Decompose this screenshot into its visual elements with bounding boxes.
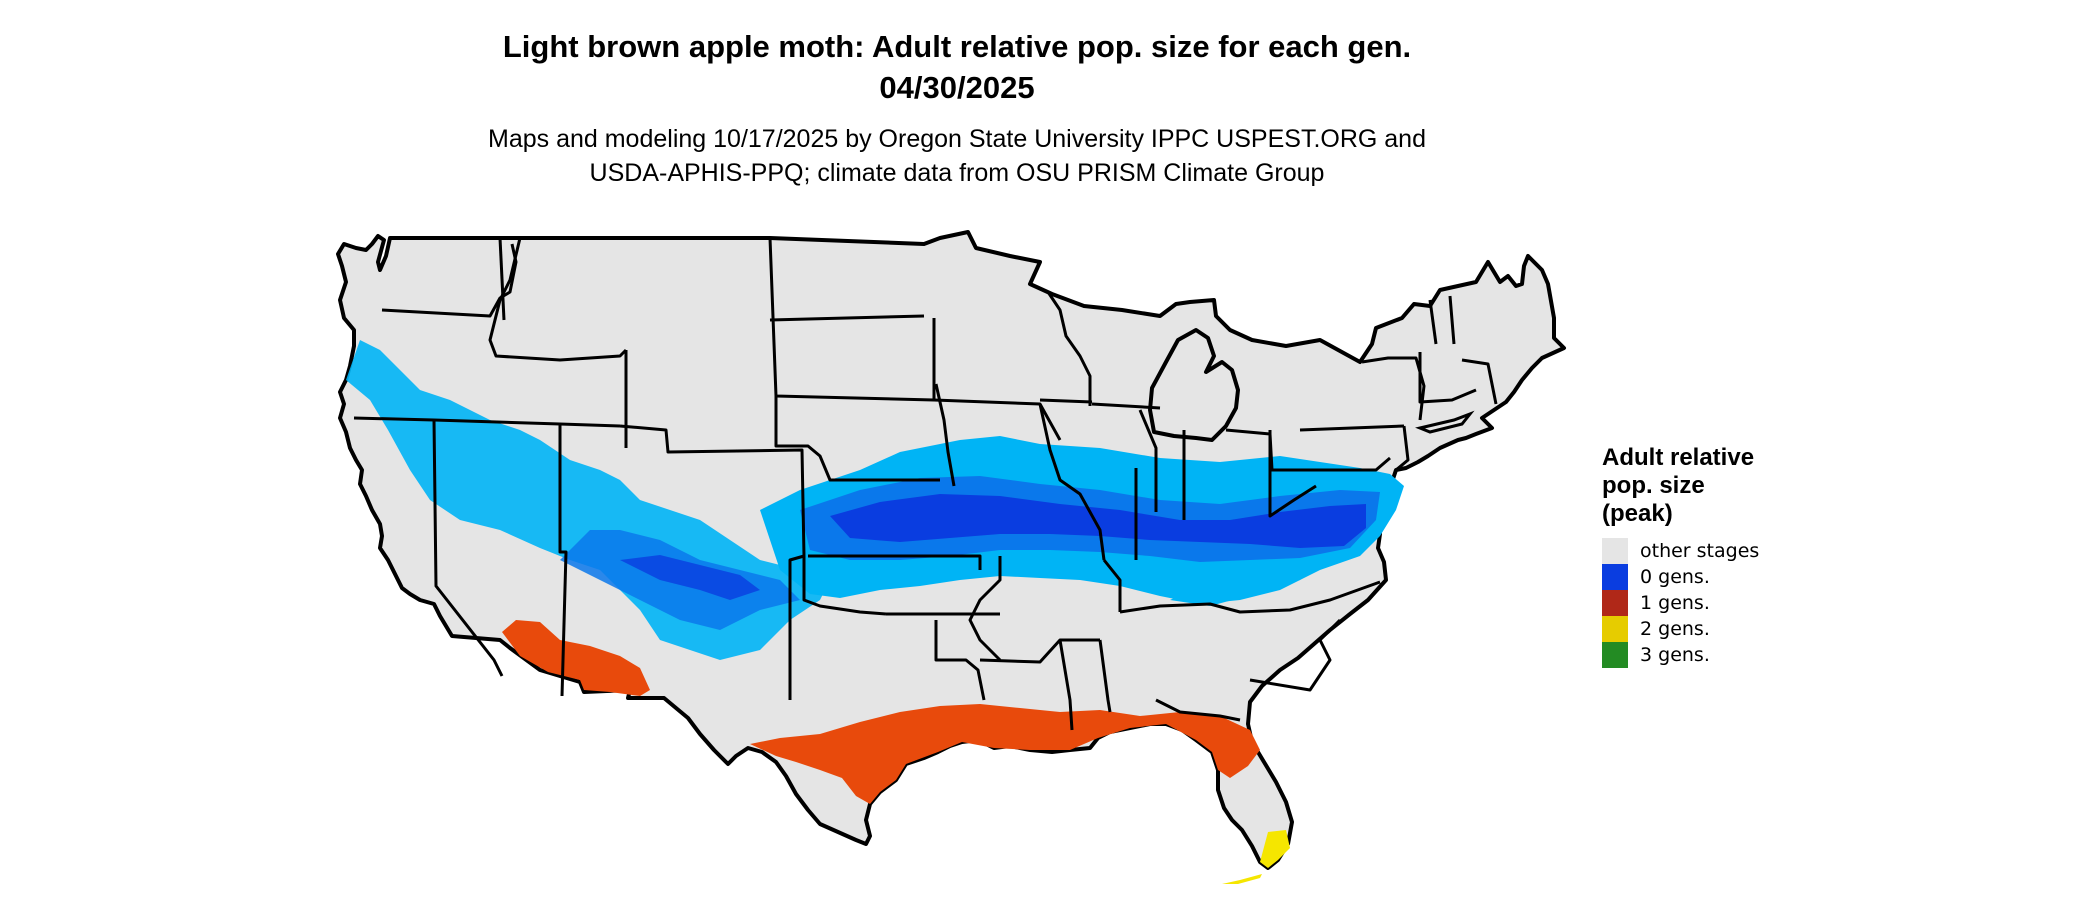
west-dark-blue xyxy=(620,555,760,600)
southwest-red xyxy=(502,620,650,696)
map-title-date: 04/30/2025 xyxy=(879,70,1035,105)
state-borders xyxy=(353,237,1498,731)
legend-label: 0 gens. xyxy=(1640,566,1710,588)
legend-swatch-3-gens xyxy=(1602,642,1628,668)
legend-title: Adult relative pop. size (peak) xyxy=(1602,444,1755,527)
map-title-line-1: Light brown apple moth: Adult relative p… xyxy=(502,29,1412,64)
florida-keys-yellow xyxy=(1222,874,1262,884)
east-blue-spur xyxy=(1170,562,1320,606)
map-subtitle: Maps and modeling 10/17/2025 by Oregon S… xyxy=(0,122,1914,190)
map-subtitle-line-2: USDA-APHIS-PPQ; climate data from OSU PR… xyxy=(589,159,1325,187)
legend-item: 0 gens. xyxy=(1602,564,1822,590)
florida-tip-yellow xyxy=(1260,830,1290,868)
central-dark-blue xyxy=(830,494,1366,548)
long-island xyxy=(1415,410,1475,434)
legend-label: 3 gens. xyxy=(1640,644,1710,666)
legend-item: 1 gens. xyxy=(1602,590,1822,616)
legend-swatch-1-gens xyxy=(1602,590,1628,616)
legend: Adult relative pop. size (peak) other st… xyxy=(1602,444,1822,668)
legend-swatch-2-gens xyxy=(1602,616,1628,642)
legend-swatch-0-gens xyxy=(1602,564,1628,590)
legend-item: 2 gens. xyxy=(1602,616,1822,642)
michigan-peninsula xyxy=(1148,328,1240,442)
map-title: Light brown apple moth: Adult relative p… xyxy=(0,26,1914,108)
map-subtitle-line-1: Maps and modeling 10/17/2025 by Oregon S… xyxy=(488,125,1426,153)
legend-label: other stages xyxy=(1640,540,1760,562)
legend-label: 2 gens. xyxy=(1640,618,1710,640)
legend-item: other stages xyxy=(1602,538,1822,564)
legend-swatch-other-stages xyxy=(1602,538,1628,564)
gulf-coast-red xyxy=(750,704,1260,804)
legend-item: 3 gens. xyxy=(1602,642,1822,668)
legend-items: other stages 0 gens. 1 gens. 2 gens. 3 g… xyxy=(1602,538,1822,668)
legend-label: 1 gens. xyxy=(1640,592,1710,614)
